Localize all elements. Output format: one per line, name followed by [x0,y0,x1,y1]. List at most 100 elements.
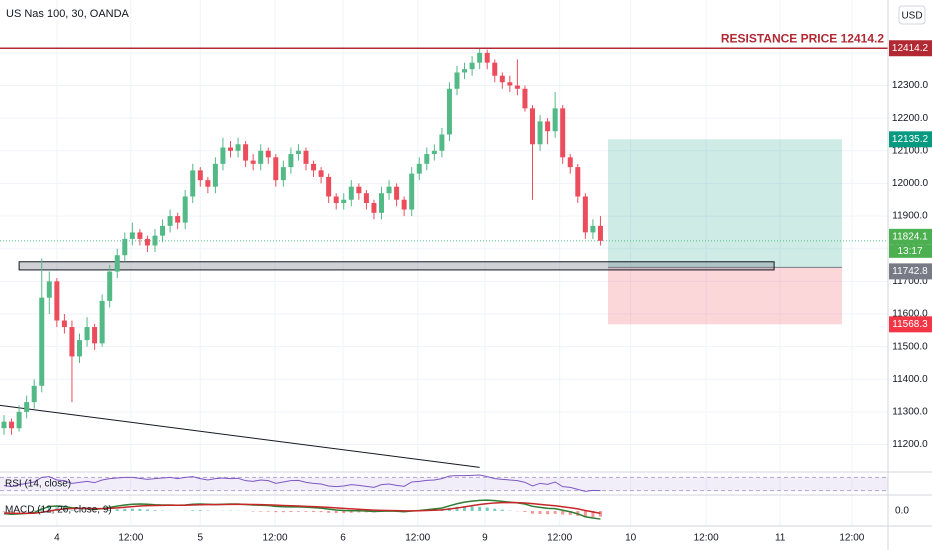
macd-histogram [2,511,6,512]
macd-histogram [62,508,66,511]
macd-histogram [598,511,602,517]
macd-histogram [538,511,542,514]
price-tag [889,228,932,245]
macd-histogram [500,509,504,511]
candle-body [303,150,309,164]
y-tick-label: 11300.0 [892,407,928,418]
candle-body [167,216,173,226]
plot [0,0,888,526]
currency[interactable]: USD [901,11,922,22]
candle-body [39,297,45,386]
macd-histogram [334,511,338,514]
price-tag-label: 12135.2 [892,134,929,145]
candle-body [99,300,105,344]
macd-histogram [531,511,534,514]
macd-histogram [191,510,195,511]
macd-histogram [93,511,97,512]
rsi-label: RSI (14, close) [5,479,71,490]
candle-body [295,150,301,155]
candle-body [228,147,233,151]
currency-button[interactable] [898,5,926,25]
macd-histogram [349,511,353,513]
candle-body [567,157,573,168]
macd-histogram [312,511,316,513]
candle-body [1,421,7,429]
support-zone [18,261,775,271]
macd-histogram [591,511,595,518]
price-tag-label: 12414.2 [892,43,929,54]
x-tick-label: 5 [198,533,204,544]
y-tick-label: 11500.0 [892,341,928,352]
candle-body [401,199,407,210]
chart-title: US Nas 100, 30, OANDA [6,8,130,20]
candle-body [122,238,128,256]
candle-body [9,421,15,429]
macd-histogram [553,511,557,514]
candle-body [107,271,113,301]
candle-body [152,235,158,246]
candle-body [492,62,498,76]
macd-histogram [145,509,149,511]
y-tick-label: 11900.0 [892,211,928,222]
candle-body [129,232,135,239]
candle-body [522,88,528,109]
candle-body [197,170,203,181]
candle-body [537,121,543,145]
candle-body [341,199,347,204]
macd-histogram [32,510,36,511]
candle-body [114,255,120,272]
candle-body [424,154,430,164]
x-tick-label: 10 [625,533,637,544]
candle-body [61,320,67,328]
candle-body [220,147,226,164]
candle-body [243,144,249,161]
candle-body [477,52,483,63]
candle-body [439,134,445,151]
y-tick-label: 11700.0 [892,276,928,287]
countdown-tag [889,244,932,258]
candle-body [265,150,271,158]
y-tick-label: 11400.0 [892,374,928,385]
macd-histogram [266,511,270,512]
x-tick-label: 11 [775,533,786,544]
macd-histogram [198,510,202,511]
macd-histogram [281,511,285,513]
candle-body [575,167,581,197]
candle-body [137,232,143,239]
candle-body [363,193,369,204]
x-tick-label: 12:00 [118,533,143,544]
macd-histogram [115,509,119,511]
candle-body [597,225,603,241]
macd-histogram [138,508,142,511]
candle-body [258,150,264,164]
signal-line [3,501,601,515]
rsi-band [0,477,888,491]
macd-histogram [130,508,134,511]
candle-body [175,216,181,223]
y-tick-label: 12100.0 [892,145,929,156]
candle-body [288,154,294,168]
candle-body [386,186,392,194]
trend-line [0,404,480,468]
candle-body [484,52,490,63]
macd-histogram [289,511,293,513]
candle-body [280,167,286,181]
macd-histogram [546,511,550,515]
candle-body [69,327,75,357]
macd-histogram [17,511,21,512]
candle-body [356,186,362,194]
candle-body [379,193,384,213]
candle-body [160,225,166,236]
x-tick-label: 12:00 [547,533,572,544]
y-tick-label: 12300.0 [892,80,929,91]
candle-body [462,69,468,73]
macd-histogram [251,511,255,512]
candle-body [273,157,279,181]
macd-histogram [123,508,127,511]
candle-body [144,238,150,246]
macd-histogram [153,510,157,511]
macd-histogram [485,507,489,511]
macd-histogram [493,508,497,511]
